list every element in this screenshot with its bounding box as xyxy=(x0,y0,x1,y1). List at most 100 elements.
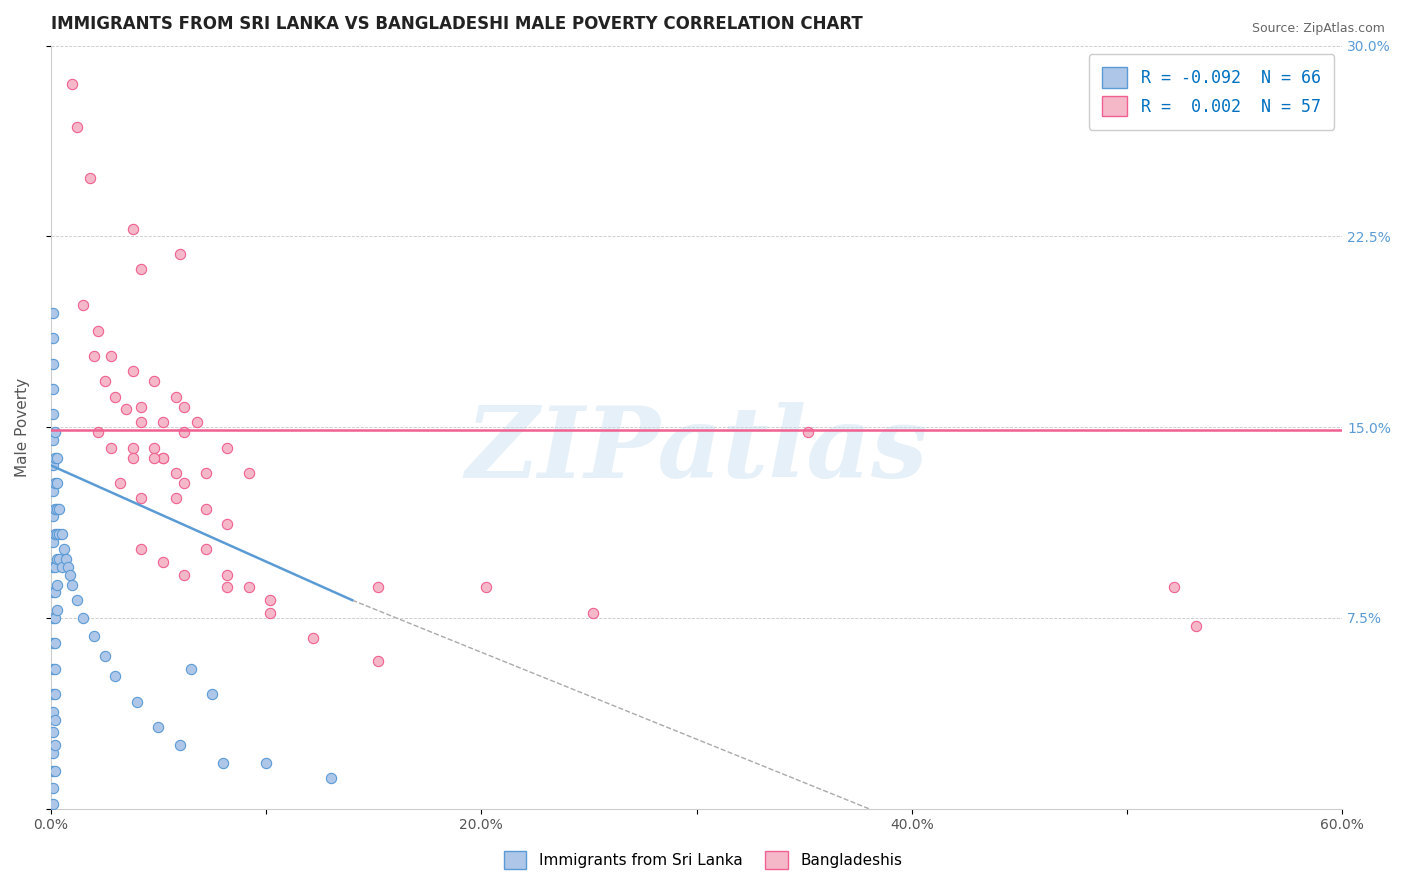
Point xyxy=(42,357,65,371)
Point xyxy=(173,567,195,582)
Point xyxy=(173,476,195,491)
Point xyxy=(180,662,202,676)
Point xyxy=(1163,581,1185,595)
Point xyxy=(44,662,66,676)
Point xyxy=(121,364,143,378)
Point xyxy=(42,534,65,549)
Point xyxy=(129,491,152,506)
Point xyxy=(46,603,69,617)
Point xyxy=(129,415,152,429)
Point xyxy=(115,402,138,417)
Point xyxy=(201,687,224,701)
Point xyxy=(42,560,65,574)
Point xyxy=(254,756,277,770)
Point xyxy=(42,611,65,625)
Point xyxy=(259,606,281,620)
Point xyxy=(194,542,217,557)
Point xyxy=(121,441,143,455)
Point xyxy=(121,450,143,465)
Point xyxy=(797,425,820,440)
Point xyxy=(42,585,65,599)
Point xyxy=(165,491,187,506)
Point xyxy=(93,375,115,389)
Point xyxy=(44,738,66,752)
Point xyxy=(46,450,69,465)
Point xyxy=(48,527,70,541)
Text: Source: ZipAtlas.com: Source: ZipAtlas.com xyxy=(1251,22,1385,36)
Point xyxy=(55,552,77,566)
Point xyxy=(44,636,66,650)
Point xyxy=(44,611,66,625)
Legend: R = -0.092  N = 66, R =  0.002  N = 57: R = -0.092 N = 66, R = 0.002 N = 57 xyxy=(1088,54,1334,129)
Point xyxy=(100,441,122,455)
Point xyxy=(44,425,66,440)
Point xyxy=(42,636,65,650)
Point xyxy=(83,349,105,363)
Point xyxy=(44,713,66,727)
Point xyxy=(217,567,239,582)
Point xyxy=(60,77,83,91)
Point xyxy=(60,578,83,592)
Point xyxy=(42,433,65,447)
Point xyxy=(42,764,65,778)
Point xyxy=(217,516,239,531)
Point xyxy=(173,425,195,440)
Point xyxy=(46,501,69,516)
Point xyxy=(44,764,66,778)
Point xyxy=(48,501,70,516)
Point xyxy=(44,560,66,574)
Point xyxy=(72,298,94,312)
Text: ZIPatlas: ZIPatlas xyxy=(465,401,928,499)
Point xyxy=(44,501,66,516)
Point xyxy=(169,738,191,752)
Y-axis label: Male Poverty: Male Poverty xyxy=(15,377,30,476)
Point xyxy=(66,120,89,134)
Point xyxy=(72,611,94,625)
Point xyxy=(42,408,65,422)
Point xyxy=(52,542,75,557)
Point xyxy=(48,552,70,566)
Point xyxy=(51,560,73,574)
Point xyxy=(79,170,101,185)
Point xyxy=(148,720,170,734)
Point xyxy=(93,649,115,664)
Point xyxy=(42,687,65,701)
Point xyxy=(42,725,65,739)
Point xyxy=(44,476,66,491)
Point xyxy=(104,669,127,683)
Point xyxy=(129,400,152,414)
Point xyxy=(83,629,105,643)
Point xyxy=(66,593,89,607)
Point xyxy=(165,390,187,404)
Point xyxy=(56,560,79,574)
Point xyxy=(259,593,281,607)
Point xyxy=(42,483,65,498)
Point xyxy=(143,450,166,465)
Point xyxy=(186,415,208,429)
Point xyxy=(212,756,235,770)
Point xyxy=(367,581,389,595)
Point xyxy=(42,306,65,320)
Point xyxy=(44,527,66,541)
Point xyxy=(44,585,66,599)
Point xyxy=(152,415,174,429)
Point xyxy=(46,527,69,541)
Point xyxy=(367,654,389,668)
Point xyxy=(46,578,69,592)
Point xyxy=(42,662,65,676)
Point xyxy=(165,466,187,480)
Point xyxy=(143,441,166,455)
Text: IMMIGRANTS FROM SRI LANKA VS BANGLADESHI MALE POVERTY CORRELATION CHART: IMMIGRANTS FROM SRI LANKA VS BANGLADESHI… xyxy=(51,15,863,33)
Point xyxy=(108,476,131,491)
Point xyxy=(42,458,65,473)
Point xyxy=(169,247,191,261)
Point xyxy=(42,781,65,796)
Point xyxy=(238,466,260,480)
Point xyxy=(194,501,217,516)
Point xyxy=(87,324,110,338)
Point xyxy=(217,441,239,455)
Point xyxy=(302,632,325,646)
Point xyxy=(46,476,69,491)
Point xyxy=(152,450,174,465)
Point xyxy=(44,450,66,465)
